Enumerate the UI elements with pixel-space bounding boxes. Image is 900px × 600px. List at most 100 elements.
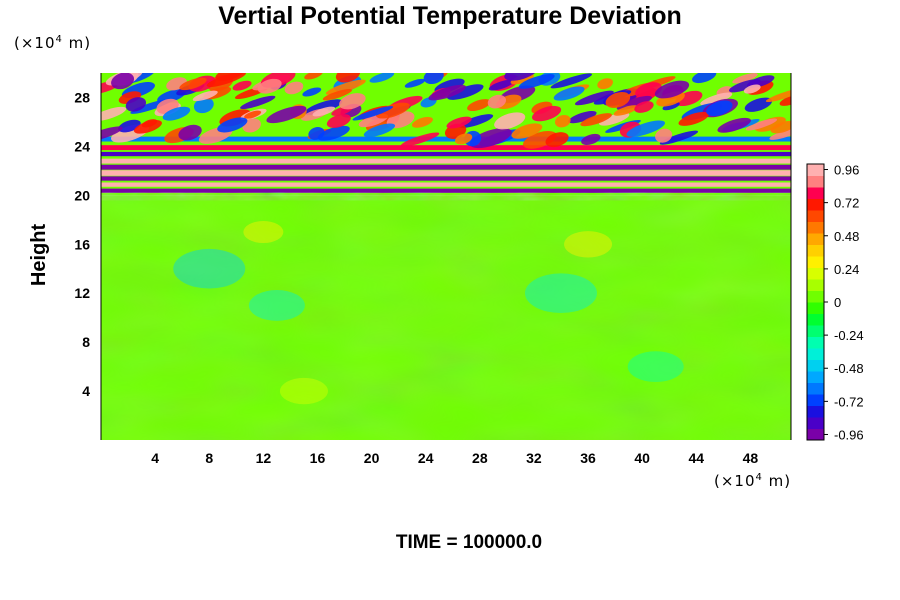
plume bbox=[627, 351, 684, 382]
wave-blob bbox=[504, 73, 540, 81]
wave-blob bbox=[178, 124, 202, 141]
wave-blob bbox=[616, 95, 653, 111]
wave-blob bbox=[597, 78, 613, 90]
wave-blob bbox=[302, 87, 322, 97]
wave-blob bbox=[692, 73, 717, 84]
colorbar-swatch bbox=[807, 164, 824, 176]
colorbar-swatch bbox=[807, 417, 824, 429]
wave-blob bbox=[446, 116, 472, 129]
x-tick-label: 24 bbox=[418, 450, 434, 466]
wave-blob bbox=[101, 106, 127, 122]
wave-blob bbox=[605, 92, 631, 108]
colorbar-swatch bbox=[807, 256, 824, 268]
wave-blob bbox=[326, 114, 351, 128]
wave-blob bbox=[654, 80, 690, 99]
wave-blob bbox=[133, 120, 162, 134]
colorbar-swatch bbox=[807, 221, 824, 234]
colorbar-tick-label: 0.72 bbox=[834, 196, 859, 211]
wave-blob bbox=[613, 105, 639, 116]
wave-blob bbox=[206, 73, 246, 87]
x-tick-label: 44 bbox=[689, 450, 705, 466]
plume bbox=[173, 248, 246, 289]
wave-blob bbox=[494, 112, 526, 130]
wave-blob bbox=[447, 84, 484, 100]
colorbar-tick-label: 0.96 bbox=[834, 163, 859, 178]
wave-blob bbox=[581, 133, 601, 145]
colorbar-swatch bbox=[807, 359, 824, 372]
x-unit-prefix: (×10 bbox=[714, 472, 756, 490]
wave-blob bbox=[363, 123, 396, 138]
wave-blob bbox=[511, 123, 543, 139]
colorbar-swatch bbox=[807, 175, 824, 188]
wave-blob bbox=[217, 117, 248, 133]
colorbar-swatch bbox=[807, 382, 824, 395]
wave-blob bbox=[304, 73, 323, 80]
wave-blob bbox=[404, 78, 426, 88]
colorbar-tick-label: 0.48 bbox=[834, 229, 859, 244]
plume bbox=[243, 221, 284, 244]
x-tick-label: 32 bbox=[526, 450, 542, 466]
colorbar-swatch bbox=[807, 371, 824, 383]
wave-blob bbox=[765, 88, 791, 103]
y-tick-label: 16 bbox=[74, 236, 90, 252]
colorbar-swatch bbox=[807, 394, 824, 406]
wave-blob bbox=[369, 73, 395, 83]
wave-blob bbox=[700, 92, 733, 106]
wave-blob bbox=[626, 120, 665, 137]
interface-noise bbox=[101, 192, 791, 201]
wave-blob bbox=[554, 115, 571, 128]
colorbar-swatch bbox=[807, 290, 824, 303]
wave-blob bbox=[423, 73, 444, 85]
wave-blob bbox=[745, 118, 778, 131]
colorbar-tick-label: 0 bbox=[834, 295, 841, 310]
colorbar-swatch bbox=[807, 313, 824, 326]
wave-blob bbox=[659, 130, 699, 145]
wave-blob bbox=[244, 110, 262, 119]
wave-blob bbox=[746, 75, 775, 88]
y-tick-label: 20 bbox=[74, 187, 90, 203]
wave-blob bbox=[550, 73, 593, 89]
heatmap-field bbox=[101, 73, 791, 440]
colorbar-swatch bbox=[807, 325, 824, 337]
wave-blob bbox=[518, 74, 555, 89]
colorbar-swatch bbox=[807, 233, 824, 245]
wave-blob bbox=[111, 73, 135, 90]
stratosphere-band bbox=[101, 182, 791, 187]
y-tick-label: 24 bbox=[74, 138, 90, 154]
wave-blob bbox=[580, 113, 612, 127]
y-tick-label: 4 bbox=[82, 383, 90, 399]
wave-blob bbox=[744, 97, 773, 112]
wave-blob bbox=[125, 97, 147, 112]
wave-blob bbox=[101, 126, 123, 142]
wave-blob bbox=[322, 89, 353, 101]
wave-blob bbox=[469, 128, 512, 149]
wave-blob bbox=[454, 133, 473, 145]
wave-blob bbox=[488, 79, 515, 91]
colorbar-swatch bbox=[807, 210, 824, 222]
x-tick-label: 20 bbox=[364, 450, 380, 466]
stratosphere-band bbox=[101, 176, 791, 181]
wave-blob bbox=[531, 105, 562, 122]
wave-blob bbox=[325, 79, 366, 95]
x-tick-label: 48 bbox=[743, 450, 759, 466]
plume bbox=[525, 273, 597, 314]
wave-blob bbox=[662, 102, 680, 111]
y-unit-suffix: m) bbox=[62, 34, 92, 52]
wave-blob bbox=[162, 106, 191, 121]
plume bbox=[279, 377, 328, 405]
y-unit-prefix: (×10 bbox=[14, 34, 56, 52]
wave-blob bbox=[553, 86, 585, 101]
wave-blob bbox=[376, 102, 410, 119]
stratosphere-band bbox=[101, 145, 791, 151]
colorbar-swatch bbox=[807, 428, 824, 441]
colorbar: 0.96 0.72 0.48 0.24 0 -0.24 -0.48 -0.72 -0.96 bbox=[806, 163, 864, 442]
wave-blob bbox=[779, 95, 791, 106]
wave-blob bbox=[706, 100, 733, 117]
wave-blob bbox=[335, 73, 361, 83]
wave-blob bbox=[239, 95, 276, 110]
wave-blob bbox=[352, 106, 394, 121]
colorbar-swatch bbox=[807, 198, 824, 211]
x-tick-label: 8 bbox=[205, 450, 213, 466]
